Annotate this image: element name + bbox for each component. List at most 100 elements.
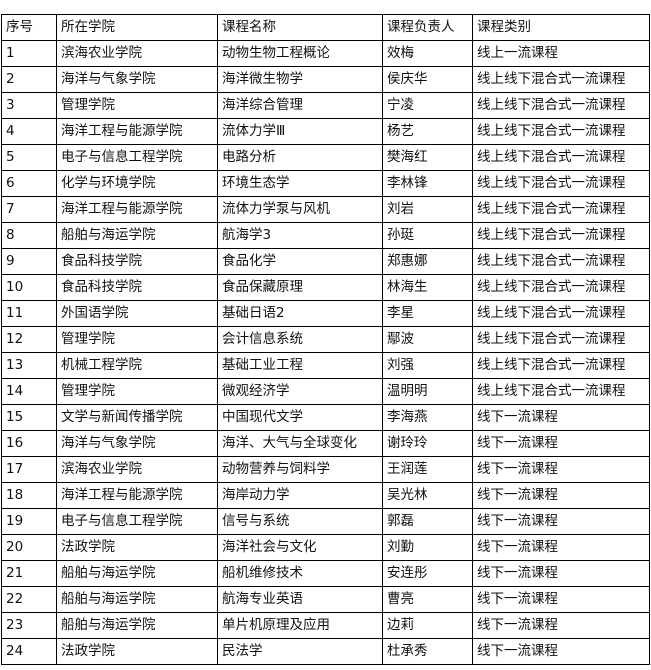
cell-category: 线上线下混合式一流课程 bbox=[472, 66, 650, 93]
table-row: 4 海洋工程与能源学院 流体力学Ⅲ 杨艺 线上线下混合式一流课程 bbox=[1, 118, 650, 145]
header-instructor: 课程负责人 bbox=[382, 14, 473, 41]
table-header-row: 序号 所在学院 课程名称 课程负责人 课程类别 bbox=[1, 14, 650, 41]
cell-instructor: 樊海红 bbox=[382, 144, 473, 171]
course-table: 序号 所在学院 课程名称 课程负责人 课程类别 1 滨海农业学院 动物生物工程概论 效梅 线上一… bbox=[1, 14, 650, 665]
cell-college: 滨海农业学院 bbox=[56, 456, 218, 483]
header-college: 所在学院 bbox=[56, 14, 218, 41]
cell-course-name: 流体力学泵与风机 bbox=[217, 196, 383, 223]
cell-college: 船舶与海运学院 bbox=[56, 612, 218, 639]
cell-index: 7 bbox=[1, 196, 57, 223]
cell-instructor: 林海生 bbox=[382, 274, 473, 301]
cell-instructor: 郑惠娜 bbox=[382, 248, 473, 275]
cell-category: 线下一流课程 bbox=[472, 638, 650, 665]
cell-category: 线下一流课程 bbox=[472, 586, 650, 613]
cell-instructor: 曹亮 bbox=[382, 586, 473, 613]
cell-index: 6 bbox=[1, 170, 57, 197]
table-row: 10 食品科技学院 食品保藏原理 林海生 线上线下混合式一流课程 bbox=[1, 274, 650, 301]
header-category: 课程类别 bbox=[472, 14, 650, 41]
cell-index: 5 bbox=[1, 144, 57, 171]
cell-course-name: 食品保藏原理 bbox=[217, 274, 383, 301]
cell-category: 线上线下混合式一流课程 bbox=[472, 170, 650, 197]
cell-college: 法政学院 bbox=[56, 638, 218, 665]
cell-category: 线上线下混合式一流课程 bbox=[472, 300, 650, 327]
cell-category: 线上线下混合式一流课程 bbox=[472, 274, 650, 301]
cell-index: 8 bbox=[1, 222, 57, 249]
table-row: 23 船舶与海运学院 单片机原理及应用 边莉 线下一流课程 bbox=[1, 612, 650, 639]
cell-category: 线下一流课程 bbox=[472, 508, 650, 535]
table-row: 7 海洋工程与能源学院 流体力学泵与风机 刘岩 线上线下混合式一流课程 bbox=[1, 196, 650, 223]
cell-instructor: 郭磊 bbox=[382, 508, 473, 535]
header-course-name: 课程名称 bbox=[217, 14, 383, 41]
table-row: 9 食品科技学院 食品化学 郑惠娜 线上线下混合式一流课程 bbox=[1, 248, 650, 275]
cell-category: 线上线下混合式一流课程 bbox=[472, 196, 650, 223]
cell-course-name: 基础工业工程 bbox=[217, 352, 383, 379]
cell-category: 线下一流课程 bbox=[472, 560, 650, 587]
cell-college: 外国语学院 bbox=[56, 300, 218, 327]
table-row: 20 法政学院 海洋社会与文化 刘勤 线下一流课程 bbox=[1, 534, 650, 561]
cell-college: 海洋工程与能源学院 bbox=[56, 118, 218, 145]
cell-index: 9 bbox=[1, 248, 57, 275]
cell-college: 船舶与海运学院 bbox=[56, 222, 218, 249]
cell-course-name: 海岸动力学 bbox=[217, 482, 383, 509]
cell-index: 12 bbox=[1, 326, 57, 353]
cell-course-name: 单片机原理及应用 bbox=[217, 612, 383, 639]
cell-index: 4 bbox=[1, 118, 57, 145]
cell-college: 船舶与海运学院 bbox=[56, 560, 218, 587]
cell-instructor: 温明明 bbox=[382, 378, 473, 405]
cell-course-name: 中国现代文学 bbox=[217, 404, 383, 431]
cell-instructor: 侯庆华 bbox=[382, 66, 473, 93]
cell-category: 线上线下混合式一流课程 bbox=[472, 92, 650, 119]
cell-category: 线下一流课程 bbox=[472, 612, 650, 639]
cell-course-name: 电路分析 bbox=[217, 144, 383, 171]
table-row: 19 电子与信息工程学院 信号与系统 郭磊 线下一流课程 bbox=[1, 508, 650, 535]
header-index: 序号 bbox=[1, 14, 57, 41]
cell-index: 24 bbox=[1, 638, 57, 665]
cell-instructor: 安连彤 bbox=[382, 560, 473, 587]
table-row: 15 文学与新闻传播学院 中国现代文学 李海燕 线下一流课程 bbox=[1, 404, 650, 431]
cell-category: 线下一流课程 bbox=[472, 456, 650, 483]
cell-college: 电子与信息工程学院 bbox=[56, 144, 218, 171]
cell-instructor: 鄢波 bbox=[382, 326, 473, 353]
table-row: 17 滨海农业学院 动物营养与饲料学 王润莲 线下一流课程 bbox=[1, 456, 650, 483]
cell-index: 14 bbox=[1, 378, 57, 405]
cell-course-name: 海洋综合管理 bbox=[217, 92, 383, 119]
table-row: 18 海洋工程与能源学院 海岸动力学 吴光林 线下一流课程 bbox=[1, 482, 650, 509]
cell-category: 线上线下混合式一流课程 bbox=[472, 248, 650, 275]
cell-instructor: 吴光林 bbox=[382, 482, 473, 509]
cell-instructor: 宁凌 bbox=[382, 92, 473, 119]
cell-course-name: 船机维修技术 bbox=[217, 560, 383, 587]
cell-category: 线上线下混合式一流课程 bbox=[472, 352, 650, 379]
cell-index: 19 bbox=[1, 508, 57, 535]
cell-course-name: 基础日语2 bbox=[217, 300, 383, 327]
cell-category: 线下一流课程 bbox=[472, 482, 650, 509]
cell-college: 电子与信息工程学院 bbox=[56, 508, 218, 535]
cell-category: 线上线下混合式一流课程 bbox=[472, 378, 650, 405]
cell-index: 3 bbox=[1, 92, 57, 119]
table-row: 14 管理学院 微观经济学 温明明 线上线下混合式一流课程 bbox=[1, 378, 650, 405]
table-row: 2 海洋与气象学院 海洋微生物学 侯庆华 线上线下混合式一流课程 bbox=[1, 66, 650, 93]
cell-index: 11 bbox=[1, 300, 57, 327]
cell-instructor: 王润莲 bbox=[382, 456, 473, 483]
cell-college: 海洋工程与能源学院 bbox=[56, 482, 218, 509]
cell-course-name: 流体力学Ⅲ bbox=[217, 118, 383, 145]
cell-course-name: 信号与系统 bbox=[217, 508, 383, 535]
cell-category: 线上线下混合式一流课程 bbox=[472, 144, 650, 171]
table-row: 22 船舶与海运学院 航海专业英语 曹亮 线下一流课程 bbox=[1, 586, 650, 613]
cell-course-name: 海洋、大气与全球变化 bbox=[217, 430, 383, 457]
cell-college: 海洋与气象学院 bbox=[56, 430, 218, 457]
cell-college: 管理学院 bbox=[56, 378, 218, 405]
cell-instructor: 边莉 bbox=[382, 612, 473, 639]
cell-college: 船舶与海运学院 bbox=[56, 586, 218, 613]
cell-index: 21 bbox=[1, 560, 57, 587]
cell-index: 2 bbox=[1, 66, 57, 93]
cell-index: 13 bbox=[1, 352, 57, 379]
cell-instructor: 刘勤 bbox=[382, 534, 473, 561]
cell-instructor: 刘岩 bbox=[382, 196, 473, 223]
table-row: 21 船舶与海运学院 船机维修技术 安连彤 线下一流课程 bbox=[1, 560, 650, 587]
cell-instructor: 杨艺 bbox=[382, 118, 473, 145]
cell-index: 17 bbox=[1, 456, 57, 483]
cell-course-name: 航海学3 bbox=[217, 222, 383, 249]
cell-category: 线上线下混合式一流课程 bbox=[472, 222, 650, 249]
cell-course-name: 微观经济学 bbox=[217, 378, 383, 405]
cell-college: 海洋与气象学院 bbox=[56, 66, 218, 93]
